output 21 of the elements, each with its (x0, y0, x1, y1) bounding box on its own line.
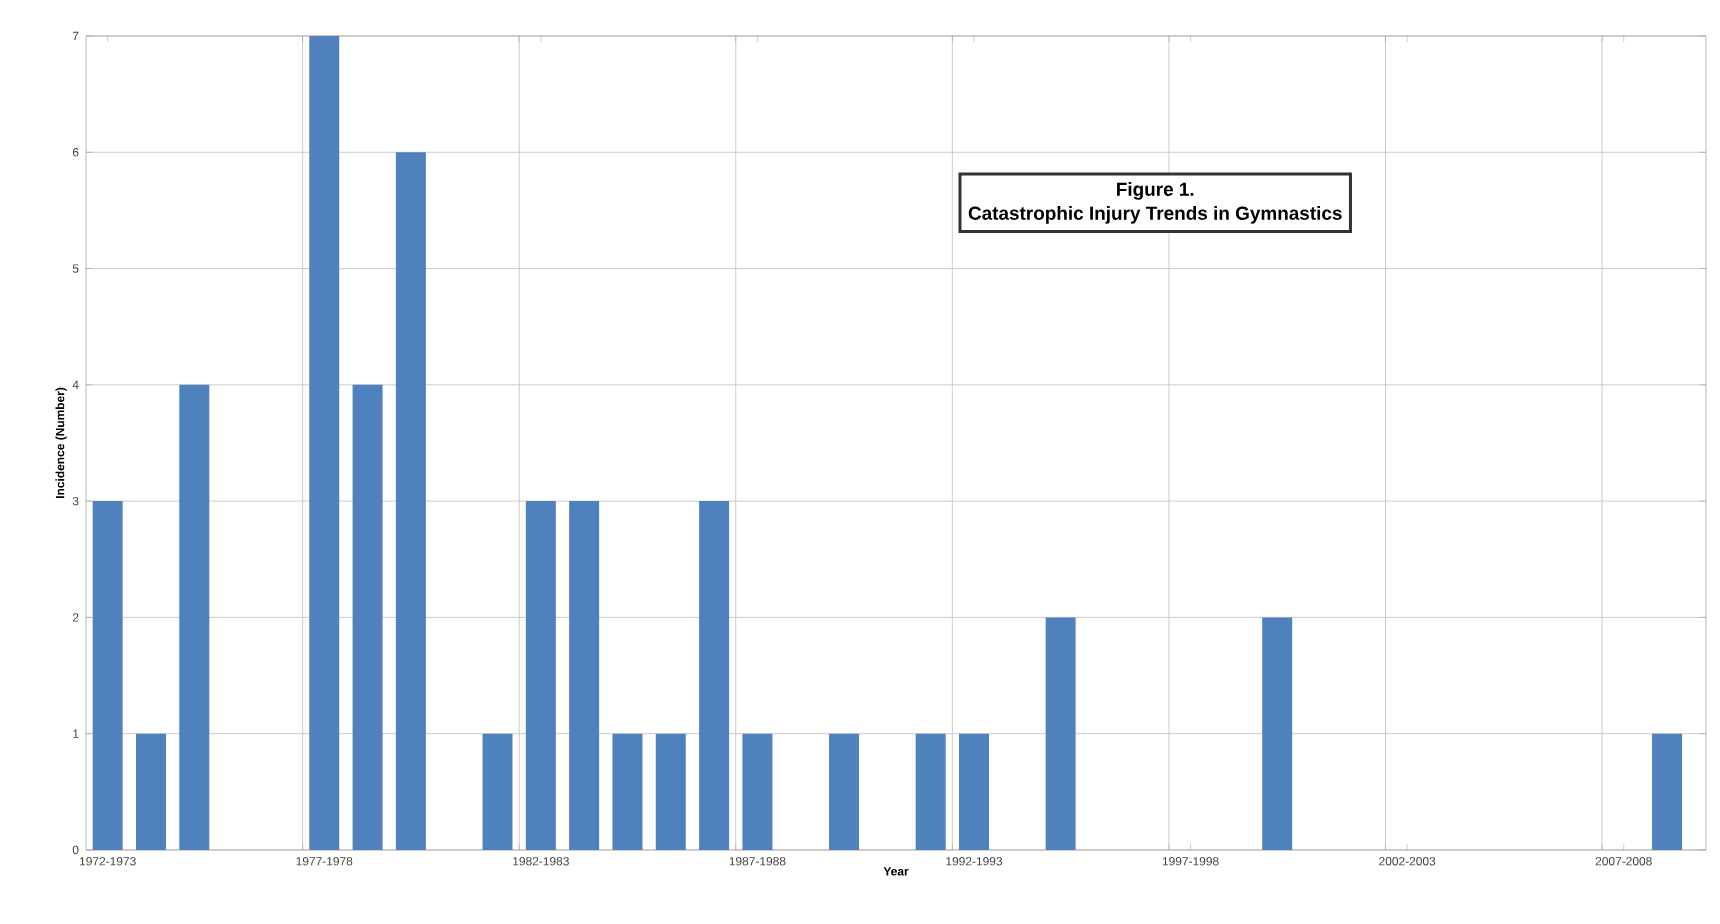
bar (395, 152, 426, 850)
bar (612, 733, 643, 850)
text: Catastrophic Injury Trends in Gymnastics (968, 205, 1342, 224)
bar (569, 501, 600, 850)
bar (352, 384, 383, 850)
bar (92, 501, 123, 850)
bar (1652, 733, 1683, 850)
bar (958, 733, 989, 850)
bar (655, 733, 686, 850)
bar (525, 501, 556, 850)
bar (136, 733, 166, 850)
bar (309, 35, 340, 850)
bar (742, 733, 773, 850)
bar (915, 733, 946, 850)
bar (829, 733, 860, 850)
bar (1262, 617, 1293, 850)
bar (699, 501, 730, 850)
bar (1045, 617, 1076, 850)
bar (482, 733, 513, 850)
text: Figure 1. (1117, 182, 1194, 200)
bar (179, 384, 210, 850)
